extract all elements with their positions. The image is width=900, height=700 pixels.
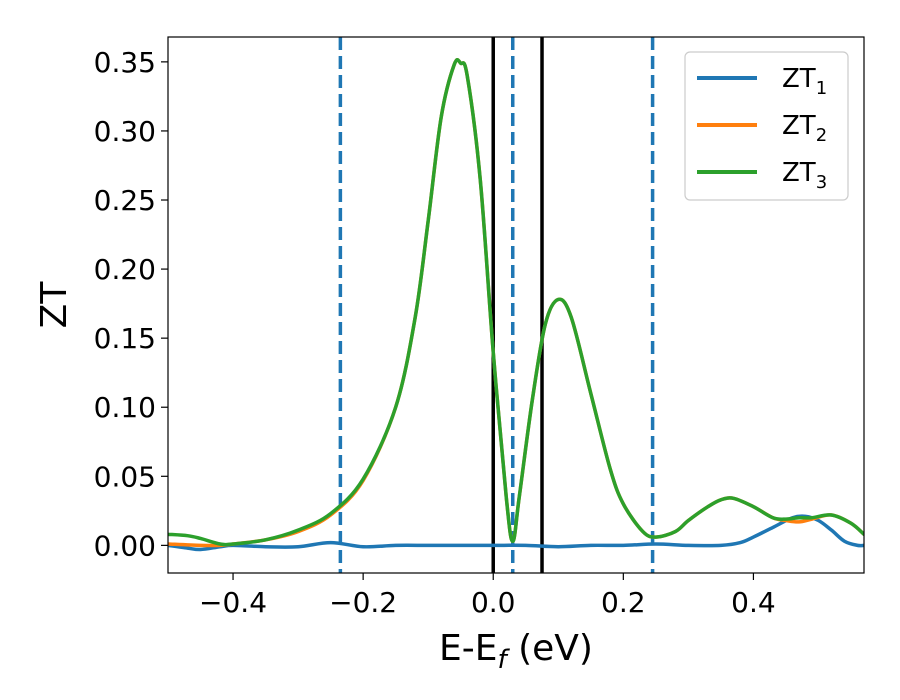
legend-frame <box>684 51 849 201</box>
legend-label-zt3: ZT3 <box>782 158 827 193</box>
x-axis-ticks: −0.4 −0.2 0.0 0.2 0.4 <box>199 573 776 619</box>
series-layer <box>168 58 864 552</box>
y-tick-label: 0.15 <box>94 322 156 355</box>
reference-lines <box>338 37 655 573</box>
legend: ZT1 ZT2 ZT3 <box>684 51 849 201</box>
legend-label-zt2: ZT2 <box>782 111 827 146</box>
y-axis-title: ZT <box>34 281 75 329</box>
x-tick-label: 0.2 <box>601 586 646 619</box>
x-tick-label: −0.2 <box>329 586 397 619</box>
y-tick-label: 0.35 <box>94 46 156 79</box>
plot-area <box>168 37 864 573</box>
legend-label-zt1: ZT1 <box>782 64 827 99</box>
series-line-zt3 <box>168 58 864 547</box>
x-axis-title-main: E-E <box>439 628 497 669</box>
y-tick-label: 0.05 <box>94 460 156 493</box>
x-axis-title-unit: (eV) <box>507 628 593 669</box>
x-tick-label: 0.0 <box>471 586 516 619</box>
y-tick-label: 0.30 <box>94 115 156 148</box>
y-tick-label: 0.00 <box>94 529 156 562</box>
y-tick-label: 0.10 <box>94 391 156 424</box>
y-tick-label: 0.25 <box>94 184 156 217</box>
x-axis-title: E-Ef (eV) <box>439 628 593 675</box>
plot-frame <box>167 36 865 574</box>
x-tick-label: 0.4 <box>731 586 776 619</box>
x-tick-label: −0.4 <box>199 586 267 619</box>
y-axis-ticks: 0.00 0.05 0.10 0.15 0.20 0.25 0.30 0.35 <box>94 46 168 562</box>
y-tick-label: 0.20 <box>94 253 156 286</box>
